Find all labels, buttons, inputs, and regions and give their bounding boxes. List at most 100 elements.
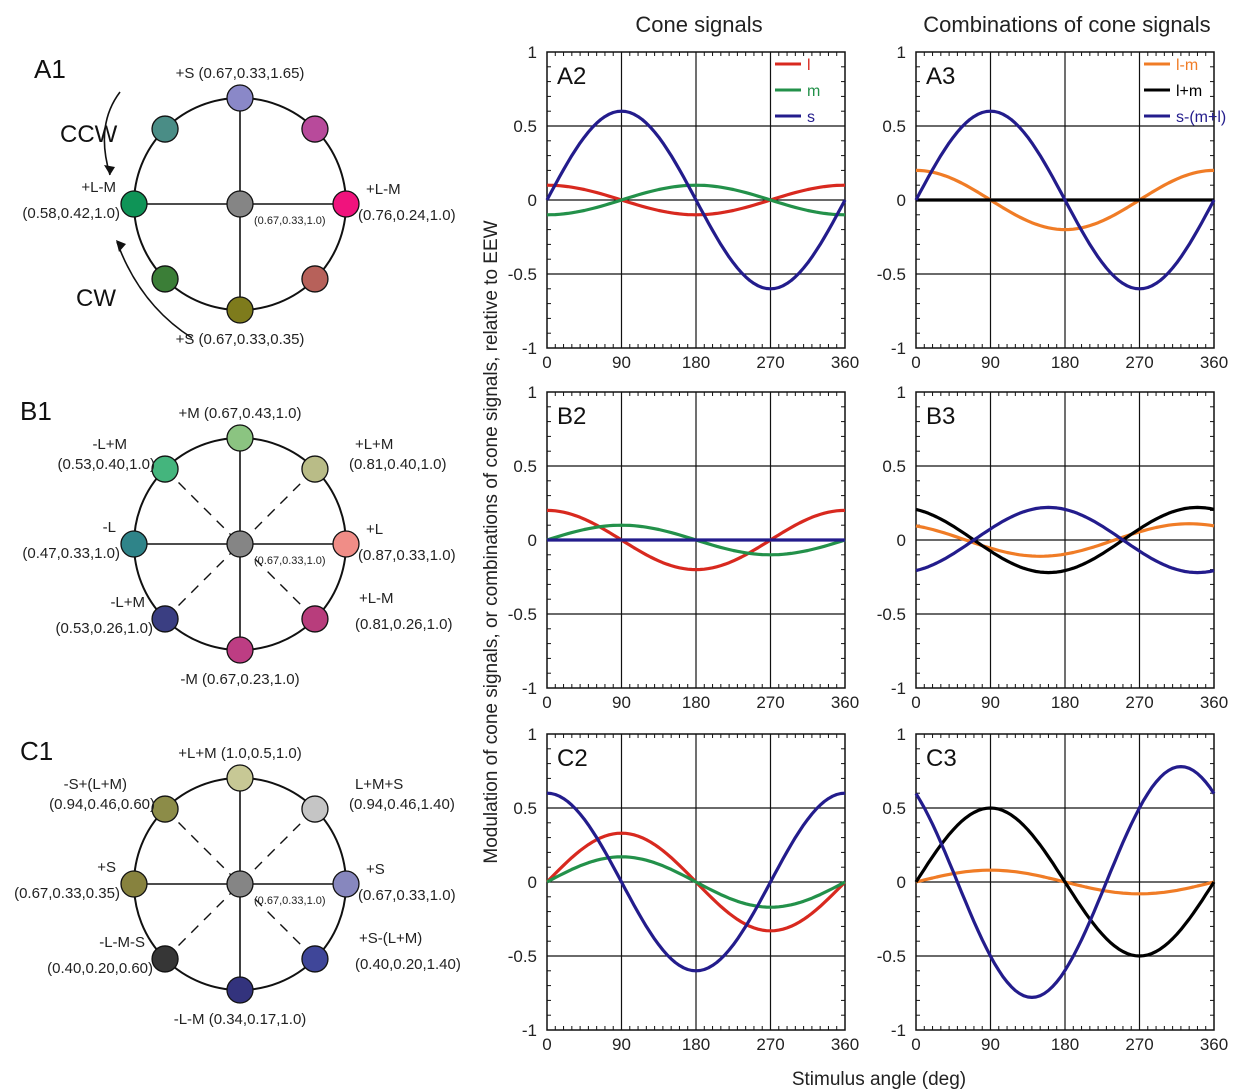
y-tick-label: -1 xyxy=(522,1021,537,1040)
y-tick-label: 0.5 xyxy=(513,457,537,476)
x-tick-label: 270 xyxy=(756,1035,784,1054)
ccw-arrow xyxy=(103,91,121,176)
center-node xyxy=(226,530,254,558)
node-label: +L-M xyxy=(81,179,116,196)
color-diagrams: A1 +L-M (0.76,0.24,1.0) +S (0.67,0.33,1.65)… xyxy=(14,54,461,1028)
color-node xyxy=(332,530,360,558)
x-tick-label: 0 xyxy=(911,1035,920,1054)
y-axis-title: Modulation of cone signals, or combinati… xyxy=(481,220,502,863)
panel-label: A3 xyxy=(926,63,955,90)
cw-label: CW xyxy=(76,285,116,312)
y-tick-label: 0.5 xyxy=(882,799,906,818)
color-node xyxy=(151,795,179,823)
x-axis-title: Stimulus angle (deg) xyxy=(792,1069,966,1090)
legend-label: l xyxy=(807,57,811,74)
x-tick-label: 0 xyxy=(911,353,920,372)
node-label: (0.67,0.33,0.35) xyxy=(14,885,120,902)
line-charts: 0 90 180 270 360 1 0.5 0 -0.5 -1 A2 lms 0 90 180 270 360… xyxy=(508,43,1228,1054)
x-tick-label: 360 xyxy=(831,1035,859,1054)
node-label: -L-M-S xyxy=(99,934,145,951)
chart-a3: 0 90 180 270 360 1 0.5 0 -0.5 -1 A3 l-m l+m s-(m+l) xyxy=(877,43,1228,372)
x-tick-label: 180 xyxy=(1051,353,1079,372)
color-node xyxy=(301,945,329,973)
color-node xyxy=(301,115,329,143)
y-tick-label: 0 xyxy=(897,873,906,892)
center-label: (0.67,0.33,1.0) xyxy=(254,215,326,227)
panel-label: C1 xyxy=(20,736,53,766)
series-line xyxy=(546,183,846,217)
y-tick-label: -0.5 xyxy=(877,605,906,624)
y-tick-label: -0.5 xyxy=(877,947,906,966)
node-label: (0.53,0.40,1.0) xyxy=(57,456,155,473)
node-label: +S xyxy=(366,861,385,878)
diagram-a1: A1 +L-M (0.76,0.24,1.0) +S (0.67,0.33,1.65)… xyxy=(22,54,455,348)
y-tick-label: -0.5 xyxy=(508,605,537,624)
x-tick-label: 0 xyxy=(542,353,551,372)
legend-label: l+m xyxy=(1176,83,1202,100)
node-label: -L xyxy=(103,519,116,536)
node-label: (0.94,0.46,0.60) xyxy=(49,796,155,813)
x-tick-label: 180 xyxy=(682,1035,710,1054)
panel-label: B2 xyxy=(557,403,586,430)
series-line xyxy=(914,109,1216,291)
node-label: +L xyxy=(366,521,383,538)
y-tick-label: 0.5 xyxy=(513,117,537,136)
chart-b2: 0 90 180 270 360 1 0.5 0 -0.5 -1 B2 xyxy=(508,383,859,712)
node-label: (0.76,0.24,1.0) xyxy=(358,207,456,224)
x-tick-label: 90 xyxy=(981,353,1000,372)
x-tick-label: 270 xyxy=(1125,353,1153,372)
series-line xyxy=(545,109,847,291)
x-tick-label: 180 xyxy=(1051,693,1079,712)
node-label: +S-(L+M) xyxy=(359,930,422,947)
node-label: (0.81,0.40,1.0) xyxy=(349,456,447,473)
y-tick-label: 1 xyxy=(528,383,537,402)
color-node xyxy=(332,190,360,218)
y-tick-label: -1 xyxy=(891,339,906,358)
y-tick-label: 0 xyxy=(897,531,906,550)
ccw-arrowhead xyxy=(104,165,115,175)
x-tick-label: 270 xyxy=(756,353,784,372)
node-label: +L-M xyxy=(366,181,401,198)
y-tick-label: -0.5 xyxy=(508,947,537,966)
node-label: (0.81,0.26,1.0) xyxy=(355,616,453,633)
x-tick-label: 270 xyxy=(1125,1035,1153,1054)
cone-signals-header: Cone signals xyxy=(635,12,762,37)
node-label: (0.87,0.33,1.0) xyxy=(358,547,456,564)
x-tick-label: 0 xyxy=(542,1035,551,1054)
node-label: (0.47,0.33,1.0) xyxy=(22,545,120,562)
color-node xyxy=(151,945,179,973)
panel-label: B3 xyxy=(926,403,955,430)
y-tick-label: 0 xyxy=(897,191,906,210)
legend-label: s-(m+l) xyxy=(1176,109,1226,126)
color-node xyxy=(151,455,179,483)
series-line xyxy=(914,764,1216,1000)
y-tick-label: -1 xyxy=(891,679,906,698)
diagram-c1: C1 +S (0.67,0.33,1.0) L+M+S (0.94,0.46,1.40)… xyxy=(14,736,461,1028)
x-tick-label: 360 xyxy=(1200,1035,1228,1054)
series-line xyxy=(546,855,846,909)
panel-label: C3 xyxy=(926,745,957,772)
node-label: (0.40,0.20,1.40) xyxy=(355,956,461,973)
legend-label: s xyxy=(807,109,815,126)
combinations-header: Combinations of cone signals xyxy=(923,12,1210,37)
series-line xyxy=(546,791,846,973)
x-tick-label: 90 xyxy=(981,693,1000,712)
x-tick-label: 90 xyxy=(981,1035,1000,1054)
diagram-b1: B1 +L (0.87,0.33,1.0) +L+M (0.81,0.40,1.0) +M… xyxy=(20,396,456,688)
color-node xyxy=(226,424,254,452)
color-node xyxy=(120,870,148,898)
x-tick-label: 90 xyxy=(612,1035,631,1054)
chart-c2: 0 90 180 270 360 1 0.5 0 -0.5 -1 C2 xyxy=(508,725,859,1054)
node-label: (0.58,0.42,1.0) xyxy=(22,205,120,222)
color-node xyxy=(226,84,254,112)
cw-arrowhead xyxy=(116,240,126,252)
color-node xyxy=(226,636,254,664)
node-label: (0.53,0.26,1.0) xyxy=(55,620,153,637)
color-node xyxy=(120,190,148,218)
color-node xyxy=(301,605,329,633)
node-label: L+M+S xyxy=(355,776,403,793)
chart-c3: 0 90 180 270 360 1 0.5 0 -0.5 -1 C3 xyxy=(877,725,1228,1054)
series-line xyxy=(915,168,1215,232)
series-line xyxy=(546,183,846,217)
x-tick-label: 180 xyxy=(682,693,710,712)
